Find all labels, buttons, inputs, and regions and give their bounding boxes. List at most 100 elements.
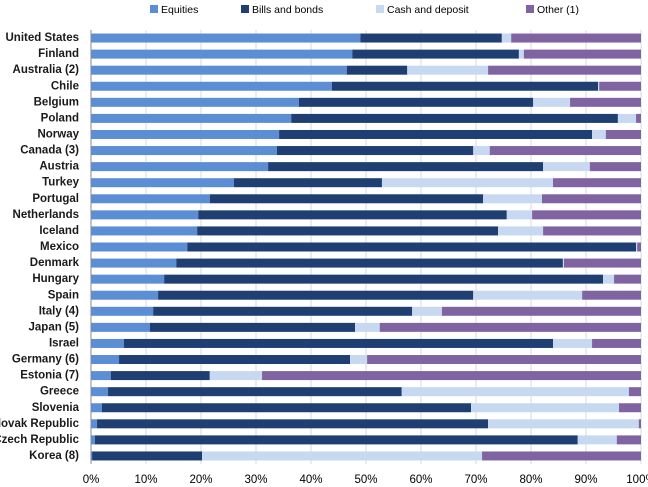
bar-segment: [532, 210, 641, 220]
y-tick-label: Israel: [49, 337, 79, 349]
bar-segment: [636, 113, 641, 123]
y-tick-label: Czech Republic: [0, 434, 80, 446]
x-tick-label: 90%: [574, 474, 597, 486]
bar-segment: [197, 226, 498, 236]
bar-segment: [187, 242, 637, 252]
bar-segment: [91, 97, 299, 107]
bar-segment: [91, 49, 353, 59]
bar-segment: [91, 403, 102, 413]
bar-segment: [488, 419, 639, 429]
bar-segment: [298, 97, 534, 107]
y-tick-label: United States: [6, 32, 80, 44]
bar-segment: [91, 146, 277, 156]
bar-segment: [367, 355, 641, 365]
bar-segment: [268, 162, 544, 172]
bar-segment: [91, 338, 124, 348]
bar-segment: [91, 258, 177, 268]
bar-segment: [91, 226, 198, 236]
y-tick-label: Slovenia: [32, 402, 80, 414]
bar-segment: [91, 113, 292, 123]
bar-segment: [599, 81, 641, 91]
bar-segment: [501, 33, 512, 43]
bar-segment: [209, 371, 263, 381]
bar-segment: [149, 322, 355, 332]
y-tick-label: Mexico: [40, 241, 79, 253]
bar-segment: [91, 322, 150, 332]
bar-segment: [91, 274, 165, 284]
y-tick-label: Italy (4): [39, 305, 79, 317]
y-tick-label: Chile: [51, 80, 79, 92]
bar-segment: [636, 242, 638, 252]
y-tick-label: Germany (6): [12, 354, 79, 366]
bar-segment: [91, 81, 332, 91]
legend-label: Other (1): [537, 4, 579, 16]
bar-segment: [553, 338, 593, 348]
x-tick-label: 80%: [519, 474, 542, 486]
bar-segment: [605, 129, 641, 139]
bar-segment: [598, 81, 600, 91]
bar-segment: [473, 146, 490, 156]
bar-segment: [543, 226, 641, 236]
bar-segment: [202, 451, 483, 461]
bar-segment: [592, 338, 641, 348]
bar-segment: [276, 146, 474, 156]
legend-label: Cash and deposit: [387, 4, 469, 16]
bar-segment: [108, 387, 402, 397]
y-tick-label: Slovak Republic: [0, 418, 80, 430]
bar-segment: [638, 419, 641, 429]
legend-label: Equities: [161, 4, 198, 16]
x-tick-label: 50%: [354, 474, 377, 486]
bar-segment: [176, 258, 563, 268]
bar-segment: [91, 33, 361, 43]
bar-segment: [158, 290, 474, 300]
bar-segment: [637, 242, 641, 252]
y-tick-label: Australia (2): [13, 64, 80, 76]
bar-segment: [473, 290, 583, 300]
bar-segment: [91, 210, 199, 220]
bar-segment: [379, 322, 641, 332]
bar-segment: [616, 435, 641, 445]
bar-segment: [412, 306, 442, 316]
bar-segment: [401, 387, 629, 397]
bar-segment: [489, 146, 641, 156]
y-tick-label: Belgium: [34, 96, 79, 108]
bar-segment: [209, 194, 484, 204]
bar-segment: [589, 162, 641, 172]
bar-segment: [102, 403, 472, 413]
y-tick-label: Norway: [37, 129, 79, 141]
bar-segment: [543, 162, 590, 172]
bar-segment: [577, 435, 617, 445]
x-tick-label: 10%: [134, 474, 157, 486]
bar-segment: [91, 355, 120, 365]
bar-segment: [331, 81, 599, 91]
bar-segment: [91, 451, 93, 461]
y-tick-label: Greece: [40, 386, 79, 398]
legend-label: Bills and bonds: [252, 4, 323, 16]
bar-segment: [352, 49, 519, 59]
bar-segment: [570, 97, 641, 107]
legend-swatch: [241, 5, 249, 13]
y-tick-label: Spain: [48, 289, 79, 301]
bar-segment: [617, 113, 637, 123]
bar-segment: [91, 290, 159, 300]
legend-swatch: [376, 5, 384, 13]
x-tick-label: 30%: [244, 474, 267, 486]
x-tick-label: 0%: [83, 474, 100, 486]
y-tick-label: Canada (3): [20, 145, 79, 157]
y-tick-label: Turkey: [42, 177, 79, 189]
legend-swatch: [150, 5, 158, 13]
bar-segment: [553, 178, 641, 188]
bar-segment: [91, 162, 269, 172]
bar-segment: [533, 97, 571, 107]
y-tick-label: Finland: [38, 48, 79, 60]
bar-segment: [482, 451, 641, 461]
bar-segment: [498, 226, 544, 236]
bar-segment: [562, 258, 564, 268]
bar-segment: [91, 65, 347, 75]
bar-segment: [407, 65, 489, 75]
x-tick-label: 20%: [189, 474, 212, 486]
x-tick-label: 100%: [626, 474, 648, 486]
y-tick-label: Denmark: [30, 257, 80, 269]
bar-segment: [564, 258, 641, 268]
bar-segment: [628, 387, 641, 397]
